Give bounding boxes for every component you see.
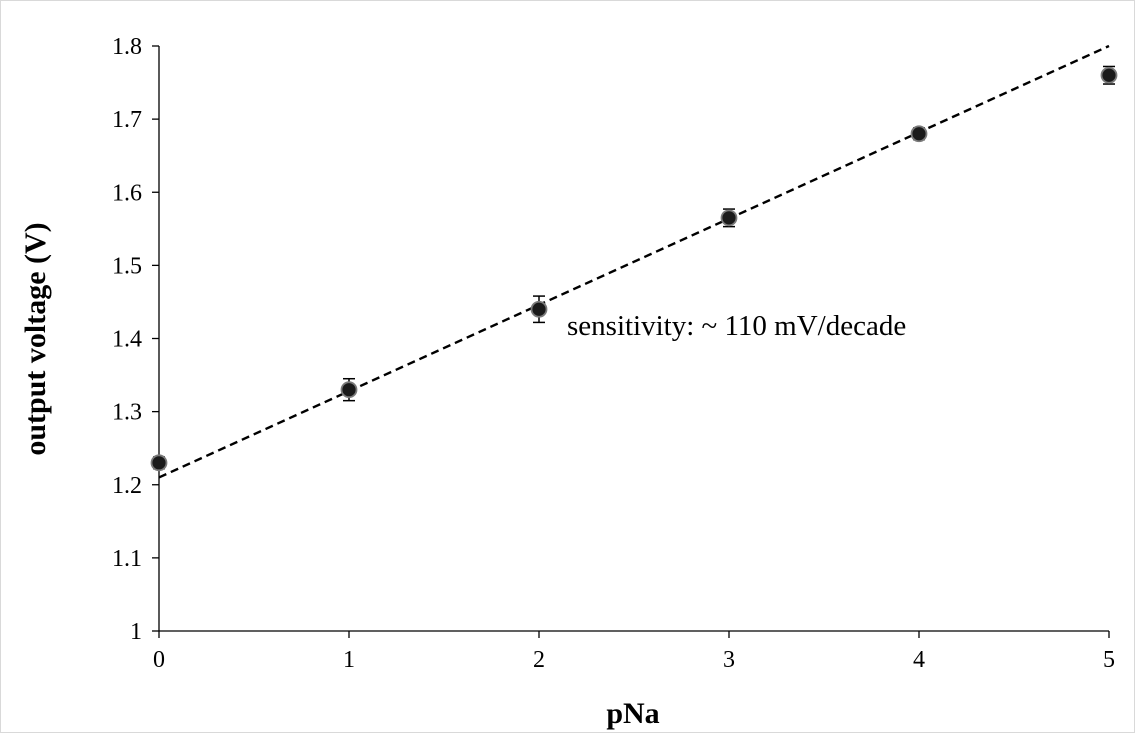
data-point — [530, 300, 548, 318]
y-tick-label: 1.8 — [112, 34, 142, 60]
x-tick-label: 1 — [343, 647, 355, 673]
x-tick-label: 5 — [1103, 647, 1115, 673]
trendline-group — [158, 44, 1110, 479]
tick-labels-group: 11.11.21.31.41.51.61.71.80 1 2 3 4 5 — [112, 34, 1115, 673]
sensitivity-annotation: sensitivity: ~ 110 mV/decade — [567, 310, 906, 342]
data-point — [720, 209, 738, 227]
y-tick-label: 1 — [130, 619, 142, 645]
y-tick-label: 1.5 — [112, 253, 142, 279]
y-tick-label: 1.7 — [112, 107, 142, 133]
data-point — [150, 454, 168, 472]
x-tick-label: 0 — [153, 647, 165, 673]
y-axis-title: output voltage (V) — [19, 222, 52, 455]
y-tick-label: 1.4 — [112, 327, 142, 353]
x-tick-label: 3 — [723, 647, 735, 673]
data-point — [910, 125, 928, 143]
x-tick-label: 2 — [533, 647, 545, 673]
linear-fit-trendline — [158, 44, 1110, 479]
data-point — [340, 381, 358, 399]
y-tick-label: 1.6 — [112, 180, 142, 206]
y-tick-label: 1.1 — [112, 546, 142, 572]
data-point — [1100, 66, 1118, 84]
y-tick-label: 1.2 — [112, 473, 142, 499]
y-tick-label: 1.3 — [112, 400, 142, 426]
axes — [152, 45, 1110, 638]
x-axis-title: pNa — [606, 697, 659, 730]
data-points-group — [150, 65, 1118, 472]
x-tick-label: 4 — [913, 647, 925, 673]
